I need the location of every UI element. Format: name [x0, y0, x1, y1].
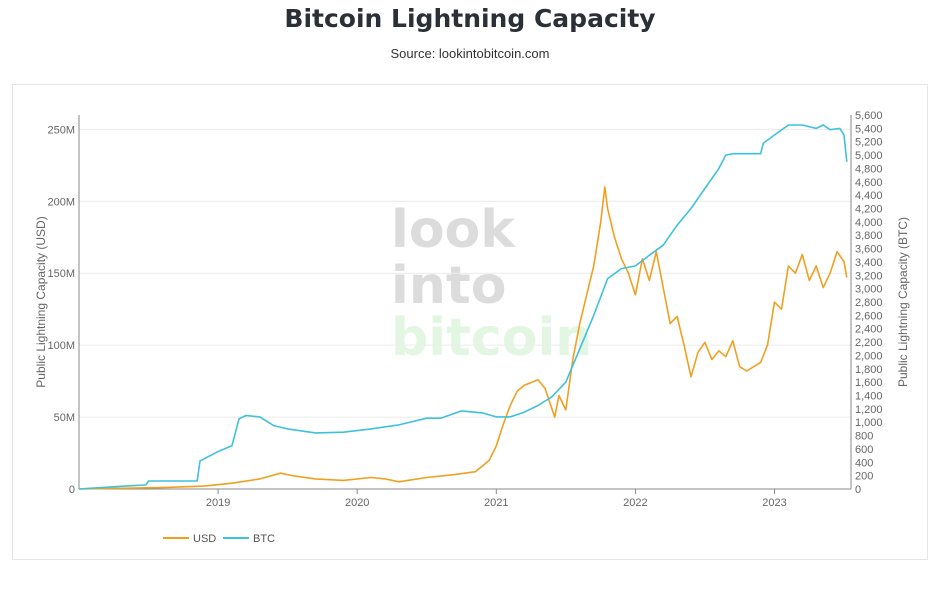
series-line-usd: [78, 186, 848, 490]
y-left-tick-label: 200M: [47, 196, 75, 208]
series-line-btc: [78, 124, 848, 490]
y-left-tick-label: 0: [69, 484, 75, 496]
y-left-tick-label: 50M: [54, 412, 75, 424]
y-right-tick-label: 2,200: [855, 337, 883, 349]
y-right-tick-label: 5,000: [855, 150, 883, 162]
y-left-tick-label: 250M: [47, 124, 75, 136]
x-tick-label: 2020: [345, 497, 369, 509]
chart-title: Bitcoin Lightning Capacity: [284, 4, 656, 33]
axes: 050M100M150M200M250M02004006008001,0001,…: [47, 110, 882, 509]
watermark-into: into: [391, 256, 506, 316]
y-right-tick-label: 3,400: [855, 257, 883, 269]
y-axis-left-title: Public Lightning Capacity (USD): [34, 216, 48, 387]
y-right-tick-label: 2,400: [855, 324, 883, 336]
x-tick-label: 2022: [623, 497, 647, 509]
y-left-tick-label: 100M: [47, 340, 75, 352]
y-right-tick-label: 1,000: [855, 417, 883, 429]
y-right-tick-label: 400: [855, 457, 873, 469]
y-axis-right-title: Public Lightning Capacity (BTC): [896, 217, 910, 387]
y-right-tick-label: 2,600: [855, 310, 883, 322]
gridlines: [79, 128, 851, 418]
y-right-tick-label: 600: [855, 444, 873, 456]
y-right-tick-label: 0: [855, 484, 861, 496]
y-right-tick-label: 1,400: [855, 391, 883, 403]
chart-source: Source: lookintobitcoin.com: [390, 46, 550, 61]
legend-label-btc: BTC: [253, 533, 275, 545]
lookintobitcoin-watermark: look into bitcoin: [391, 200, 592, 368]
y-right-tick-label: 3,200: [855, 270, 883, 282]
series-group: [78, 124, 848, 490]
y-right-tick-label: 3,800: [855, 230, 883, 242]
y-right-tick-label: 2,800: [855, 297, 883, 309]
lightning-capacity-chart: look into bitcoin 050M100M150M200M250M02…: [34, 110, 910, 545]
y-right-tick-label: 4,800: [855, 163, 883, 175]
x-tick-label: 2019: [206, 497, 230, 509]
y-right-tick-label: 5,400: [855, 123, 883, 135]
y-right-tick-label: 5,600: [855, 110, 883, 122]
x-tick-label: 2023: [762, 497, 786, 509]
x-tick-label: 2021: [484, 497, 508, 509]
watermark-bitcoin: bitcoin: [391, 308, 592, 368]
y-right-tick-label: 5,200: [855, 137, 883, 149]
y-right-tick-label: 1,200: [855, 404, 883, 416]
y-right-tick-label: 1,800: [855, 364, 883, 376]
y-right-tick-label: 2,000: [855, 350, 883, 362]
y-right-tick-label: 4,600: [855, 177, 883, 189]
y-right-tick-label: 3,000: [855, 284, 883, 296]
legend-label-usd: USD: [193, 533, 216, 545]
y-right-tick-label: 4,000: [855, 217, 883, 229]
y-right-tick-label: 1,600: [855, 377, 883, 389]
y-right-tick-label: 4,400: [855, 190, 883, 202]
y-right-tick-label: 800: [855, 431, 873, 443]
chart-card: look into bitcoin 0 50M 100M 150M 200M 250M 0 2…: [12, 84, 928, 560]
legend[interactable]: USD BTC: [163, 533, 275, 545]
y-right-tick-label: 3,600: [855, 244, 883, 256]
y-left-tick-label: 150M: [47, 268, 75, 280]
y-right-tick-label: 4,200: [855, 204, 883, 216]
watermark-look: look: [391, 200, 516, 260]
y-right-tick-label: 200: [855, 471, 873, 483]
